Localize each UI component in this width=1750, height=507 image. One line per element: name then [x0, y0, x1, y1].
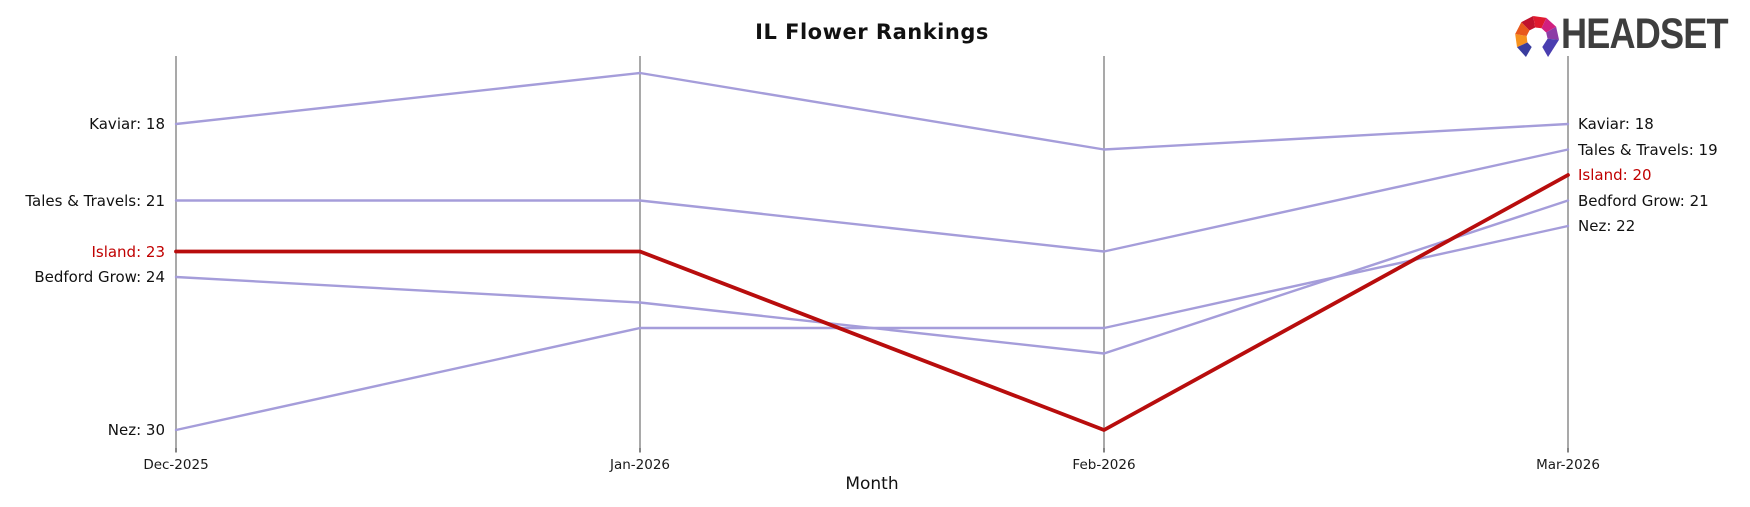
- left-label-bedford-grow: Bedford Grow: 24: [34, 268, 165, 286]
- x-tick-label-dec: Dec-2025: [143, 457, 209, 473]
- headset-logo: HEADSET: [1513, 9, 1750, 59]
- left-label-nez: Nez: 30: [107, 421, 165, 439]
- right-label-nez: Nez: 22: [1578, 217, 1636, 235]
- left-label-island: Island: 23: [91, 243, 165, 261]
- right-label-island: Island: 20: [1578, 166, 1652, 184]
- left-label-kaviar: Kaviar: 18: [89, 115, 165, 133]
- series-line-tales-travels: [174, 148, 1570, 253]
- headset-logo-icon: [1515, 16, 1560, 57]
- right-label-kaviar: Kaviar: 18: [1578, 115, 1654, 133]
- series-line-nez: [174, 224, 1570, 432]
- chart-title: IL Flower Rankings: [755, 20, 989, 44]
- series-line-kaviar: [174, 71, 1570, 151]
- left-label-tales-travels: Tales & Travels: 21: [25, 192, 165, 210]
- series-line-island: [174, 173, 1570, 432]
- headset-logo-text: HEADSET: [1561, 10, 1729, 58]
- x-axis-title: Month: [845, 474, 899, 494]
- right-label-tales-travels: Tales & Travels: 19: [1578, 141, 1718, 159]
- right-label-bedford-grow: Bedford Grow: 21: [1578, 192, 1709, 210]
- x-tick-label-feb: Feb-2026: [1072, 457, 1136, 473]
- x-tick-label-mar: Mar-2026: [1536, 457, 1600, 473]
- x-tick-label-jan: Jan-2026: [609, 457, 671, 473]
- series-line-bedford-grow: [174, 199, 1570, 355]
